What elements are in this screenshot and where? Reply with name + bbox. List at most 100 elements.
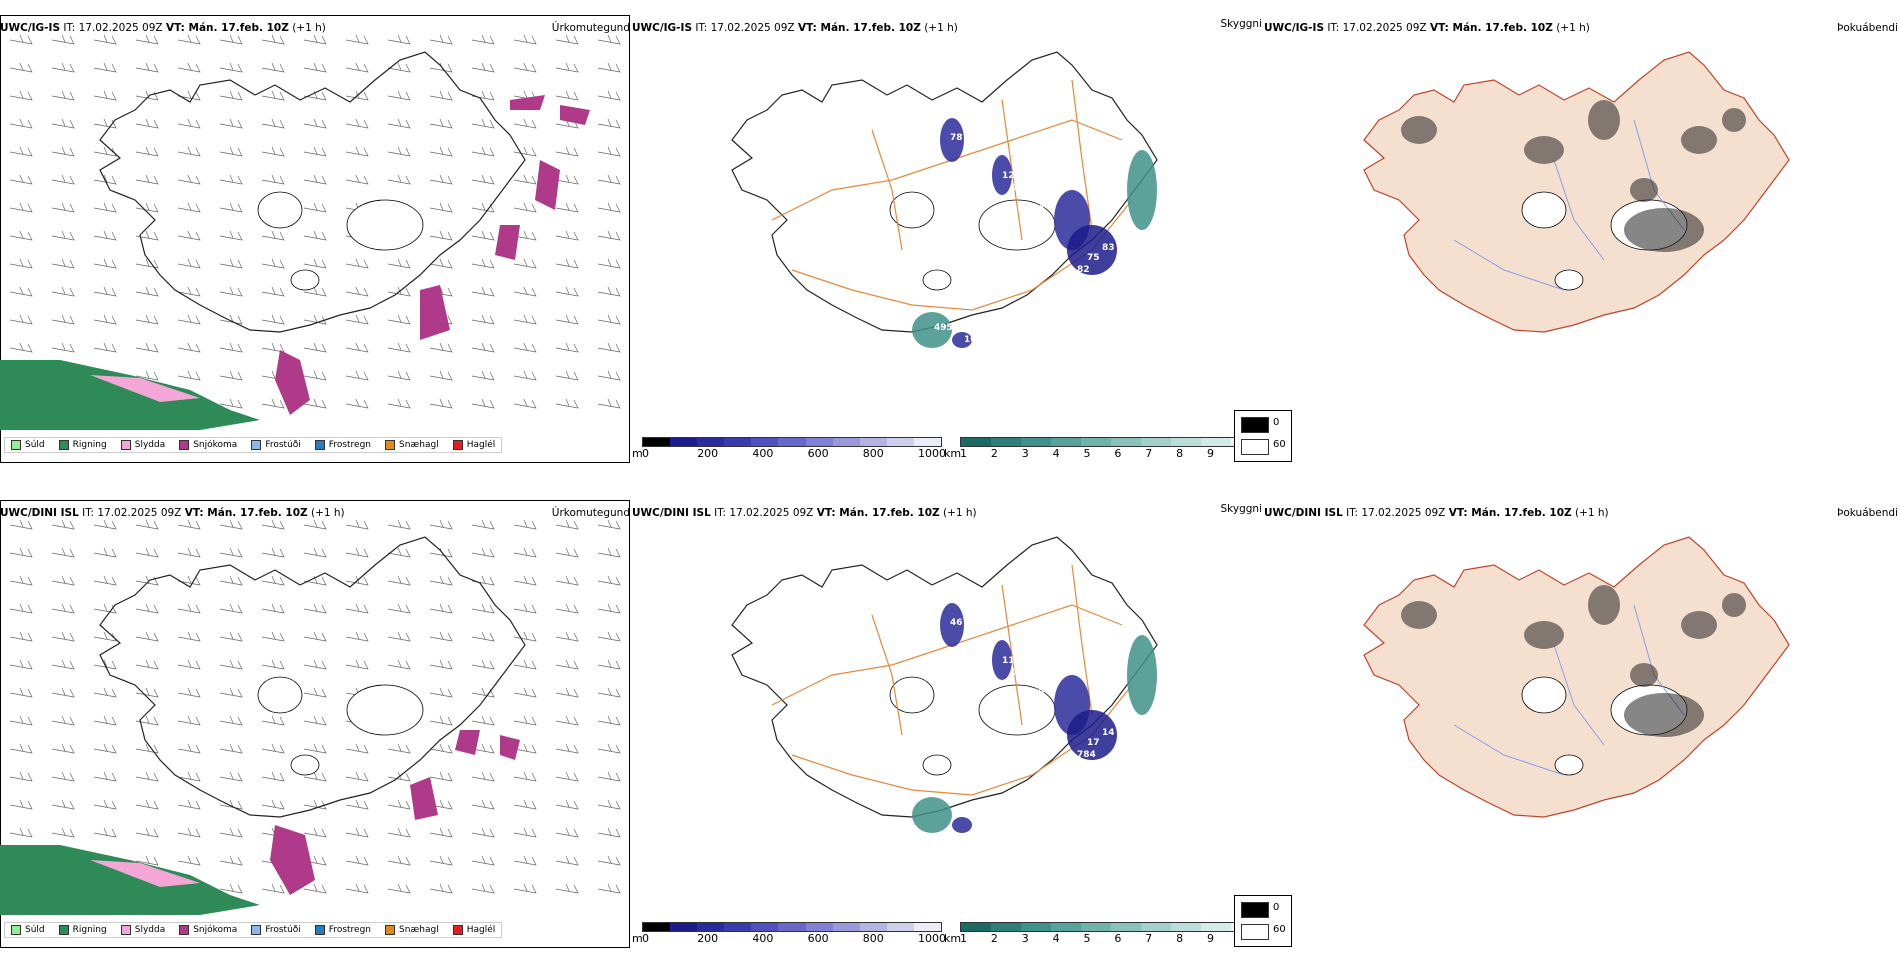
fog-legend: 0 60 (1234, 895, 1292, 947)
wind-barb-icon (345, 855, 369, 866)
wind-barb-icon (387, 883, 411, 894)
legend-label: Snjókoma (193, 440, 238, 450)
wind-barb-icon (177, 659, 201, 670)
wind-barb-icon (219, 34, 243, 45)
wind-barb-icon (51, 34, 75, 45)
wind-barb-icon (597, 370, 621, 381)
wind-barb-icon (429, 575, 453, 586)
colorbar-tick-label: 200 (697, 932, 719, 945)
wind-barb-icon (51, 603, 75, 614)
wind-barb-icon (261, 603, 285, 614)
wind-barb-icon (345, 314, 369, 325)
wind-barb-icon (513, 631, 537, 642)
glacier-langjokull (257, 676, 303, 714)
forecast-row-dini-isl: UWC/DINI ISL IT: 17.02.2025 09Z VT: Mán.… (0, 485, 1900, 955)
panel-header: UWC/IG-IS IT: 17.02.2025 09Z VT: Mán. 17… (632, 22, 958, 34)
wind-barb-icon (93, 202, 117, 213)
wind-barb-icon (597, 230, 621, 241)
wind-barb-icon (219, 118, 243, 129)
iceland-outline (99, 51, 526, 333)
visibility-label: 10 (1012, 183, 1025, 193)
colorbar-bin (886, 438, 914, 446)
fog-legend-swatch (1241, 439, 1269, 455)
fog-map (1363, 536, 1790, 818)
wind-barb-icon (429, 258, 453, 269)
wind-barb-icon (555, 314, 579, 325)
wind-barb-icon (597, 547, 621, 558)
panel-title: Skyggni (1220, 503, 1263, 515)
wind-barb-icon (555, 771, 579, 782)
wind-barb-icon (261, 258, 285, 269)
wind-barb-icon (9, 90, 33, 101)
wind-barb-icon (303, 631, 327, 642)
road-line (871, 614, 903, 736)
wind-barb-icon (513, 799, 537, 810)
wind-barb-icon (387, 547, 411, 558)
iceland-outline (1363, 536, 1790, 818)
wind-barb-icon (345, 659, 369, 670)
legend-swatch (179, 925, 190, 935)
wind-barb-icon (513, 286, 537, 297)
height-colorbar: 0 200 400 600 800 1000 (642, 437, 946, 460)
wind-barb-icon (513, 398, 537, 409)
wind-barb-icon (9, 314, 33, 325)
wind-barb-icon (555, 883, 579, 894)
wind-barb-icon (345, 258, 369, 269)
wind-barb-icon (261, 314, 285, 325)
wind-barb-icon (429, 827, 453, 838)
wind-barb-icon (387, 631, 411, 642)
wind-barb-icon (303, 174, 327, 185)
wind-barb-icon (261, 715, 285, 726)
wind-barb-icon (345, 883, 369, 894)
fog-area (1524, 136, 1564, 164)
colorbar-bin (859, 438, 887, 446)
glacier-langjokull (257, 191, 303, 229)
wind-barb-icon (219, 90, 243, 101)
wind-barb-icon (429, 855, 453, 866)
wind-barb-icon (429, 34, 453, 45)
wind-barb-icon (261, 118, 285, 129)
wind-barb-icon (429, 230, 453, 241)
wind-barb-icon (219, 547, 243, 558)
wind-barb-icon (303, 118, 327, 129)
wind-barb-icon (303, 687, 327, 698)
colorbar-tick-label: 1000 (918, 932, 946, 945)
wind-barb-icon (387, 90, 411, 101)
wind-barb-icon (429, 883, 453, 894)
colorbar-bin (670, 923, 698, 931)
wind-barb-icon (555, 90, 579, 101)
fog-area (1588, 100, 1620, 140)
rain-area (0, 360, 260, 430)
wind-barb-icon (429, 715, 453, 726)
road-line (871, 129, 903, 251)
legend-item: Slydda (120, 440, 165, 450)
wind-barb-icon (513, 743, 537, 754)
legend-item: Frostúði (251, 440, 301, 450)
fog-legend-swatch (1241, 902, 1269, 918)
init-time: IT: 17.02.2025 09Z (63, 22, 163, 34)
fog-area (1630, 178, 1658, 202)
fog-area (1630, 663, 1658, 687)
wind-barb-icon (177, 771, 201, 782)
wind-barb-icon (51, 230, 75, 241)
wind-barb-icon (429, 687, 453, 698)
wind-barb-icon (387, 398, 411, 409)
wind-barb-icon (93, 34, 117, 45)
wind-barb-icon (93, 659, 117, 670)
init-time: IT: 17.02.2025 09Z (695, 22, 795, 34)
legend-swatch (58, 440, 69, 450)
wind-barb-icon (135, 519, 159, 530)
legend-item: Haglél (452, 440, 495, 450)
wind-barb-icon (93, 286, 117, 297)
glacier-langjokull (1521, 191, 1567, 229)
wind-barb-icon (51, 659, 75, 670)
wind-barb-icon (303, 314, 327, 325)
wind-barb-icon (513, 62, 537, 73)
height-unit: m (632, 447, 643, 460)
height-unit: m (632, 932, 643, 945)
wind-barb-icon (555, 743, 579, 754)
valid-time: VT: Mán. 17.feb. 10Z (1429, 22, 1553, 34)
wind-barb-icon (387, 659, 411, 670)
wind-barb-icon (513, 519, 537, 530)
